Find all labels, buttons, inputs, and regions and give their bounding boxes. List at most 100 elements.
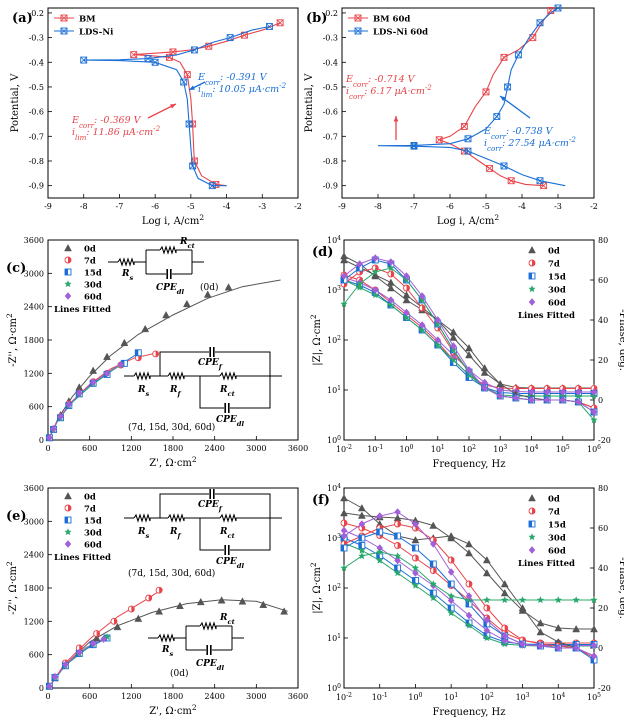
legend-label-a-0: BM	[79, 15, 96, 25]
phase-point-f-2-fill	[430, 561, 434, 567]
series-point-a-0	[165, 53, 173, 61]
series-point-b-1	[514, 51, 522, 59]
legend-label-f-0: 0d	[548, 495, 560, 505]
panel-d-xtick-label-part: 10	[367, 445, 377, 454]
series-point-a-1	[144, 55, 152, 63]
phase-point-f-3	[358, 552, 366, 560]
series-point-e-0	[155, 607, 164, 615]
panel-a-ann-1-l2-part: -2	[279, 81, 286, 90]
panel-c-fitted-label: Lines Fitted	[54, 305, 111, 315]
modulus-point-f-3	[393, 569, 402, 577]
phase-point-d-0	[371, 271, 380, 280]
panel-f-y2tick-label: 40	[598, 564, 608, 573]
circuit-e-rs-label-part: s	[169, 650, 173, 658]
circuit-c-m-rf-label-part: f	[176, 390, 181, 398]
modulus-point-f-0	[590, 624, 598, 633]
circuit-c-m-rf-label: Rf	[169, 385, 181, 398]
phase-point-f-4	[376, 512, 384, 520]
modulus-point-d-4	[575, 388, 582, 396]
panel-b-xtick-label: -7	[410, 202, 418, 211]
panel-e-xlabel-part: 2	[192, 703, 197, 712]
circuit-e-m-rf-label: Rf	[169, 527, 181, 540]
phase-point-d-1-fill	[390, 271, 394, 277]
circuit-e-m-rf-label-part: R	[169, 527, 178, 537]
circuit-c-m-rs	[133, 371, 151, 381]
panel-f-y2tick-label: -20	[598, 684, 611, 693]
panel-a-frame	[47, 7, 299, 199]
phase-point-f-4	[519, 640, 526, 648]
phase-point-f-3	[340, 564, 348, 572]
phase-point-d-4	[481, 384, 488, 392]
series-point-e-1-fill	[159, 587, 163, 594]
panel-d-y2tick-label: 40	[598, 316, 608, 325]
modulus-point-f-0	[465, 548, 473, 557]
panel-e-xtick-label: 1200	[121, 692, 141, 701]
series-point-b-1-x	[500, 162, 508, 170]
series-point-c-0	[203, 290, 212, 298]
panel-e-xlabel: Z', Ω·cm2	[149, 703, 197, 718]
panel-c-xtick-label: 2400	[204, 444, 224, 453]
series-point-a-0-x	[130, 51, 137, 58]
series-point-c-0	[75, 383, 84, 391]
panel-f-xtick-label-part: 4	[561, 692, 565, 699]
series-point-a-0	[276, 19, 284, 27]
series-point-b-1	[554, 4, 562, 12]
panel-b-ann-1-l2-part: -2	[569, 135, 576, 144]
circuit-e-m-cpef-label-part: f	[218, 505, 223, 513]
panel-b-ytick-label: -0.2	[323, 9, 338, 18]
circuit-e-m-rct-label: Rct	[219, 527, 236, 540]
panel-d-ytick-label-part: 1	[337, 385, 341, 392]
circuit-e-rs	[157, 633, 175, 643]
legend-label-d-0: 0d	[548, 247, 560, 257]
panel-f-xtick-label-part: 5	[597, 692, 601, 699]
phase-point-f-0	[411, 535, 420, 544]
series-point-b-1	[500, 162, 508, 170]
phase-point-d-4	[465, 366, 473, 374]
legend-marker-e-3	[64, 528, 72, 536]
circuit-c-cpe-label: CPEdl	[156, 283, 185, 296]
panel-f-xtick-label: 100	[408, 692, 422, 703]
legend-label-b-1: LDS-Ni 60d	[373, 28, 428, 38]
panel-b-xtick-label: -3	[554, 202, 562, 211]
panel-d-xtick-label-part: 10	[462, 445, 472, 454]
panel-c-ylabel: -Z'', Ω·cm2	[5, 313, 20, 367]
series-point-e-0	[92, 633, 101, 642]
circuit-c-m-rct-label-part: ct	[227, 390, 235, 398]
panel-f-xtick-label: 102	[480, 692, 494, 703]
phase-point-d-1-fill	[375, 265, 379, 271]
panel-d-y2tick-label: 0	[598, 396, 603, 405]
panel-d-ytick-label: 101	[327, 385, 341, 396]
series-point-c-0	[89, 366, 98, 374]
panel-a: -9 -8 -7 -6 -5 -4 -3 -2 -0.2 -0.3 -0.4 -0.5 -0.6 -0.7…	[10, 7, 302, 227]
panel-e-xlabel-part: Z', Ω·cm	[149, 706, 192, 717]
panel-b-ann-1-l1-part: : -0.738 V	[506, 126, 554, 137]
series-point-b-1	[410, 142, 418, 150]
phase-point-d-4	[403, 272, 410, 280]
panel-e-label: (e)	[6, 509, 27, 524]
panel-a-ytick-label: -0.7	[29, 132, 44, 141]
phase-point-d-1-fill	[422, 305, 426, 311]
legend-marker-e-4	[64, 540, 72, 548]
panel-d-ytick-label-part: 10	[327, 436, 337, 445]
phase-point-d-4	[340, 272, 348, 280]
series-point-c-4	[117, 360, 125, 369]
series-point-a-1-x	[151, 59, 159, 66]
panel-d-ylabel: |Z|, Ω·cm2	[309, 314, 324, 366]
panel-d-y2tick-label: -20	[598, 436, 611, 445]
panel-a-xtick-label: -6	[151, 202, 159, 211]
series-point-b-1	[536, 19, 544, 27]
legend-label-d-4: 60d	[548, 299, 566, 309]
modulus-point-d-2-fill	[372, 289, 376, 296]
panel-e-xtick-label: 600	[82, 692, 97, 701]
series-point-c-1-fill	[138, 354, 142, 361]
modulus-point-f-4	[447, 596, 455, 605]
panel-f-label: (f)	[312, 493, 330, 508]
circuit-c-m-rf-label-part: R	[169, 385, 178, 395]
panel-c-ylabel-part: -Z'', Ω·cm	[8, 318, 19, 367]
circuit-c-rct-label: Rct	[179, 237, 196, 250]
panel-a-xtick-label: -4	[223, 202, 231, 211]
phase-point-f-2-fill	[483, 621, 487, 627]
panel-a-xlabel-part: 2	[199, 213, 204, 222]
series-point-b-1-x	[410, 142, 418, 150]
circuit-e-m-rct	[219, 513, 237, 523]
